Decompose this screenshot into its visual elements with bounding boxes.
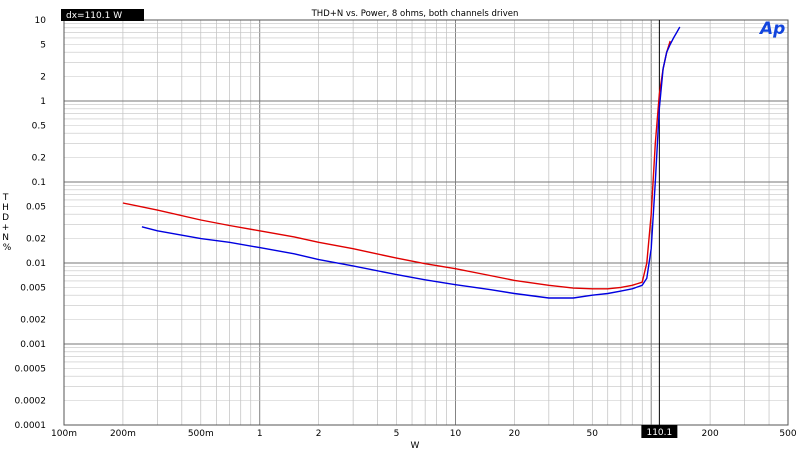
x-tick-label: 200	[702, 429, 719, 439]
chart-title: THD+N vs. Power, 8 ohms, both channels d…	[311, 9, 519, 19]
series-group	[122, 26, 681, 299]
cursor-x-box	[641, 425, 678, 438]
x-tick-label: 5	[394, 429, 400, 439]
x-ticks: 100m 200m 500m 1 2 5 10 20 50 200 500	[51, 429, 797, 439]
x-tick-label: 200m	[110, 429, 136, 439]
y-tick-label: 0.05	[26, 202, 46, 212]
y-tick-label: 0.02	[26, 235, 46, 245]
y-tick-label: 0.1	[32, 178, 46, 188]
plot-frame	[63, 19, 789, 426]
x-tick-label: 500	[779, 429, 796, 439]
y-tick-label: 0.2	[32, 154, 46, 164]
y-tick-label: 0.01	[26, 259, 46, 269]
y-tick-label: 1	[40, 97, 46, 107]
x-tick-label: 500m	[188, 429, 214, 439]
y-tick-label: 0.0005	[15, 364, 47, 374]
series-line-1	[122, 40, 671, 290]
y-tick-label: 0.005	[20, 283, 46, 293]
y-axis-label: T H D + N %	[2, 193, 12, 253]
x-axis-label: W	[411, 441, 420, 450]
y-tick-label: 0.0002	[15, 397, 47, 407]
x-tick-label: 50	[587, 429, 599, 439]
x-tick-label: 10	[450, 429, 462, 439]
y-tick-label: 0.0001	[15, 421, 47, 431]
y-tick-label: 0.5	[32, 121, 46, 131]
x-tick-label: 20	[509, 429, 521, 439]
y-tick-label: 2	[40, 73, 46, 83]
y-tick-label: 5	[40, 40, 46, 50]
series-line-2	[141, 26, 681, 299]
y-tick-label: 0.001	[20, 340, 46, 350]
y-ticks: 10 5 2 1 0.5 0.2 0.1 0.05 0.02 0.01 0.005 0.002 0.00…	[15, 16, 47, 431]
ap-logo: Ap	[758, 19, 785, 39]
y-tick-label: 0.002	[20, 316, 46, 326]
x-tick-label: 100m	[51, 429, 77, 439]
cursor-x-label: 110.1	[646, 428, 672, 438]
cursor-readout-box	[61, 9, 144, 21]
x-tick-label: 2	[316, 429, 322, 439]
cursor-readout: dx=110.1 W	[66, 11, 122, 21]
grid	[63, 19, 789, 426]
x-tick-label: 1	[257, 429, 263, 439]
y-tick-label: 10	[35, 16, 47, 26]
